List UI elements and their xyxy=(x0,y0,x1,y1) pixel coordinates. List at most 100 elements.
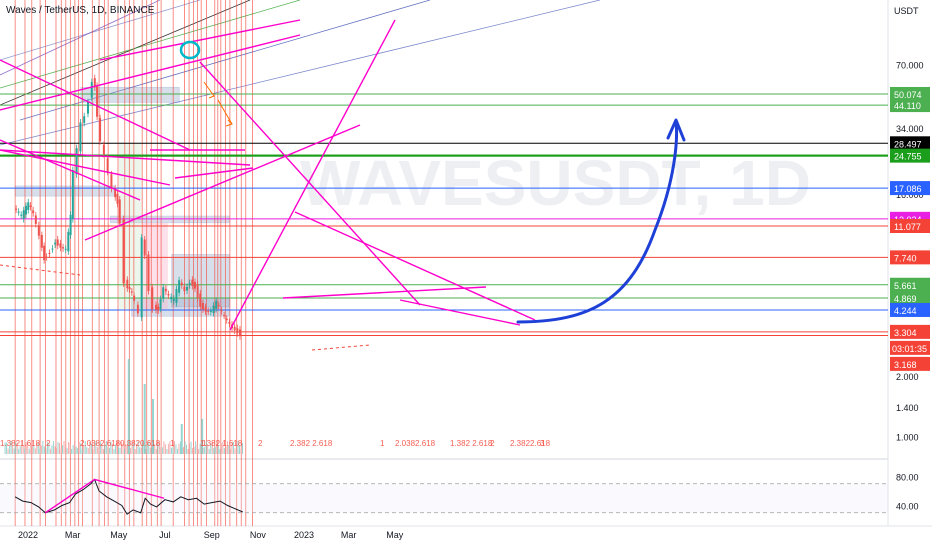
candle-body xyxy=(110,174,113,189)
candle-body xyxy=(75,148,78,175)
candle-body xyxy=(225,318,228,321)
candle-body xyxy=(24,205,27,215)
candle-body xyxy=(223,315,226,317)
volume-spike xyxy=(143,384,146,454)
volume-bar xyxy=(80,443,82,454)
candle-body xyxy=(180,282,183,286)
watermark-text: WAVESUSDT, 1D xyxy=(300,147,811,219)
price-level-label: 24.755 xyxy=(894,152,922,162)
fib-label: 2.382 2.618 xyxy=(290,439,333,448)
fib-label: 1.3821.618 xyxy=(0,439,41,448)
fib-label: 1 xyxy=(380,439,385,448)
y-tick-label: 2.000 xyxy=(896,372,919,382)
volume-bar xyxy=(102,448,104,454)
candle-body xyxy=(128,287,131,290)
price-level-badge xyxy=(890,302,930,317)
candle-body xyxy=(157,306,160,311)
volume-bar xyxy=(225,446,227,454)
volume-bar xyxy=(93,444,95,454)
x-tick-label: Mar xyxy=(65,530,81,540)
volume-bar xyxy=(37,442,39,454)
volume-bar xyxy=(75,446,77,454)
y-tick-label: 34.000 xyxy=(896,124,924,134)
fib-label: 1.382 2.618 xyxy=(450,439,493,448)
x-tick-label: May xyxy=(386,530,404,540)
volume-bar xyxy=(77,448,79,454)
fib-label: 2.0382.6180.3820.618 xyxy=(80,439,161,448)
volume-bar xyxy=(190,441,192,454)
volume-bar xyxy=(55,448,57,454)
candle-body xyxy=(106,158,109,172)
candle-body xyxy=(90,82,93,98)
volume-bar xyxy=(121,441,123,454)
magenta-trendline xyxy=(294,211,536,321)
volume-bar xyxy=(204,446,206,454)
x-tick-label: Sep xyxy=(204,530,220,540)
candle-body xyxy=(172,298,175,302)
volume-bar xyxy=(22,446,24,454)
volume-bar xyxy=(222,441,224,454)
volume-bar xyxy=(145,448,147,454)
volume-bar xyxy=(13,448,15,454)
volume-spike xyxy=(127,359,130,454)
price-level-label: 3.168 xyxy=(894,360,917,370)
price-level-badge xyxy=(890,86,930,101)
volume-spike xyxy=(201,419,204,454)
volume-bar xyxy=(4,442,6,454)
volume-bar xyxy=(72,445,74,454)
candle-body xyxy=(40,234,43,248)
candle-body xyxy=(130,291,133,293)
volume-bar xyxy=(211,441,213,454)
candle-body xyxy=(228,321,231,324)
volume-bar xyxy=(157,443,159,454)
magenta-trendline xyxy=(174,167,254,179)
price-level-label: 50.074 xyxy=(894,90,922,100)
volume-bar xyxy=(131,441,133,454)
candle-body xyxy=(20,214,23,216)
candle-body xyxy=(15,208,18,210)
volume-bar xyxy=(45,448,47,454)
dashed-line-left xyxy=(0,264,81,276)
volume-bar xyxy=(34,448,36,454)
countdown-badge xyxy=(890,340,930,355)
volume-bar xyxy=(69,443,71,454)
volume-bar xyxy=(36,442,38,454)
volume-bar xyxy=(9,445,11,454)
volume-bar xyxy=(98,447,100,454)
volume-bar xyxy=(104,444,106,454)
volume-bar xyxy=(149,447,151,454)
candle-body xyxy=(79,122,82,152)
symbol-header: Waves / TetherUS, 1D, BINANCE xyxy=(6,5,155,16)
volume-bar xyxy=(155,448,157,454)
price-level-label: 11.077 xyxy=(894,222,921,232)
candle-body xyxy=(59,243,62,248)
candle-body xyxy=(43,245,46,261)
candle-body xyxy=(238,329,241,337)
volume-bar xyxy=(59,443,61,454)
volume-bar xyxy=(164,444,166,454)
y-tick-label: 70.000 xyxy=(896,61,924,71)
price-level-badge xyxy=(890,356,930,371)
candle-body xyxy=(212,305,215,313)
candle-body xyxy=(62,247,65,249)
x-tick-label: Jul xyxy=(159,530,171,540)
volume-bar xyxy=(63,441,65,454)
candle-body xyxy=(27,202,30,211)
volume-bar xyxy=(220,443,222,454)
volume-bar xyxy=(154,444,156,454)
volume-bar xyxy=(33,446,35,454)
candle-body xyxy=(136,304,139,314)
candle-body xyxy=(83,116,86,123)
volume-bar xyxy=(214,446,216,454)
volume-bar xyxy=(125,444,127,454)
candle-body xyxy=(147,254,150,291)
candle-body xyxy=(116,193,119,204)
price-level-label: 4.244 xyxy=(894,306,917,316)
fib-label: 3 xyxy=(540,439,545,448)
annotation-box-resistance-zone-top xyxy=(80,86,180,103)
volume-bar xyxy=(172,447,174,454)
magenta-trendline xyxy=(0,34,301,111)
candle-body xyxy=(162,287,165,299)
